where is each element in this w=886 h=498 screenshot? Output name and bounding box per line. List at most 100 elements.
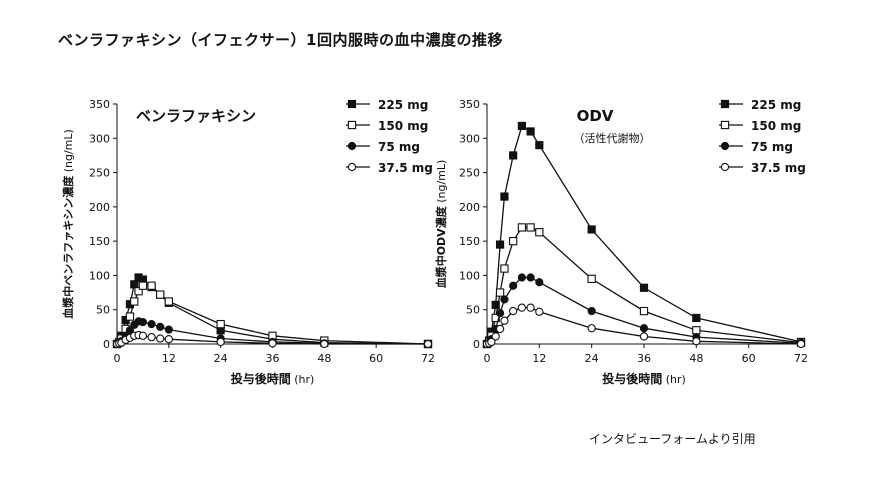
right-chart-title: ODV (577, 107, 614, 125)
left-data-point-1 (147, 281, 156, 290)
right-data-point-1 (535, 228, 544, 237)
right-data-point-0 (587, 225, 596, 234)
right-y-tick-label: 50 (466, 304, 480, 317)
left-x-axis-label-unit: (hr) (291, 373, 315, 386)
right-x-axis-label: 投与後時間 (hr) (602, 371, 686, 386)
left-x-tick-label: 48 (317, 352, 331, 365)
left-y-tick-label: 100 (89, 269, 110, 282)
right-y-axis-label-main: 血漿中ODV濃度 (434, 205, 448, 288)
right-data-point-3 (796, 339, 806, 349)
right-y-tick-label: 350 (459, 98, 480, 111)
right-data-point-3 (587, 324, 596, 333)
right-chart-subtitle: （活性代謝物） (574, 131, 651, 145)
right-data-point-2 (495, 309, 505, 318)
right-y-tick-label: 0 (473, 338, 480, 351)
left-x-tick-label: 24 (214, 352, 228, 365)
right-data-point-3 (526, 303, 535, 312)
right-data-point-1 (639, 306, 649, 316)
right-data-point-0 (491, 300, 500, 310)
left-y-tick-label: 350 (89, 98, 110, 111)
right-x-tick-label: 60 (742, 352, 756, 365)
left-data-point-1 (125, 312, 135, 321)
left-data-point-2 (147, 320, 156, 329)
right-x-tick-label: 12 (532, 352, 546, 365)
left-y-tick-label: 50 (96, 304, 110, 317)
right-y-tick-label: 200 (459, 201, 480, 214)
right-y-tick-label: 250 (459, 167, 480, 180)
right-x-axis-label-main: 投与後時間 (602, 371, 662, 386)
left-data-point-3 (320, 339, 329, 349)
left-data-point-3 (164, 335, 173, 344)
right-legend-label-3: 37.5 mg (751, 161, 806, 175)
left-y-axis-label-main: 血漿中ベンラファキシン濃度 (61, 175, 75, 319)
left-data-point-1 (156, 290, 165, 299)
right-data-point-1 (692, 326, 701, 335)
left-chart-title: ベンラファキシン (136, 107, 256, 125)
right-data-point-1 (526, 223, 535, 232)
right-data-point-3 (495, 324, 505, 334)
source-credit: インタビューフォームより引用 (589, 432, 756, 446)
right-y-axis-label: 血漿中ODV濃度 (ng/mL) (434, 160, 448, 289)
right-data-point-0 (495, 240, 505, 249)
left-y-axis-label-unit: (ng/mL) (62, 129, 75, 176)
right-data-point-1 (517, 223, 527, 232)
left-y-tick-label: 0 (103, 338, 110, 351)
left-y-tick-label: 250 (89, 167, 110, 180)
right-data-point-2 (509, 281, 518, 290)
right-data-point-3 (487, 337, 496, 347)
right-x-tick-label: 24 (585, 352, 599, 365)
right-data-point-3 (535, 307, 544, 316)
right-legend-marker-1 (720, 120, 730, 130)
left-x-tick-label: 60 (369, 352, 383, 365)
right-data-point-2 (639, 324, 649, 333)
left-data-point-3 (423, 339, 433, 349)
right-data-point-3 (517, 303, 527, 312)
right-data-point-0 (526, 127, 535, 136)
page-title: ベンラファキシン（イフェクサー）1回内服時の血中濃度の推移 (58, 31, 503, 49)
right-legend-marker-2 (720, 141, 730, 151)
left-legend-label-0: 225 mg (378, 98, 428, 112)
right-x-tick-label: 72 (794, 352, 808, 365)
right-data-point-3 (509, 306, 518, 316)
right-data-point-1 (509, 236, 518, 246)
left-y-tick-label: 200 (89, 201, 110, 214)
left-legend-marker-0 (347, 99, 357, 109)
left-data-point-3 (138, 331, 148, 340)
left-legend-label-2: 75 mg (378, 140, 420, 154)
left-data-point-3 (268, 339, 277, 348)
right-x-tick-label: 0 (484, 352, 491, 365)
left-data-point-3 (156, 334, 165, 343)
right-data-point-3 (639, 332, 649, 341)
right-legend-marker-3 (720, 162, 730, 172)
left-legend-marker-3 (347, 162, 357, 172)
left-x-tick-label: 12 (162, 352, 176, 365)
left-legend-label-3: 37.5 mg (378, 161, 433, 175)
left-y-tick-label: 300 (89, 132, 110, 145)
right-x-tick-label: 48 (689, 352, 703, 365)
right-data-point-2 (526, 273, 535, 282)
left-data-point-1 (216, 319, 225, 329)
right-y-tick-label: 300 (459, 132, 480, 145)
right-data-point-1 (500, 264, 509, 273)
right-data-point-1 (587, 274, 596, 284)
right-data-point-0 (535, 141, 544, 150)
right-data-point-2 (517, 273, 526, 282)
left-data-point-2 (164, 325, 173, 334)
right-x-tick-label: 36 (637, 352, 651, 365)
right-data-point-3 (500, 316, 509, 325)
right-legend-label-0: 225 mg (751, 98, 801, 112)
left-x-tick-label: 36 (266, 352, 280, 365)
left-data-point-1 (138, 281, 148, 290)
left-data-point-1 (164, 297, 173, 306)
right-data-point-1 (495, 288, 505, 297)
left-x-tick-label: 72 (421, 352, 435, 365)
right-legend-marker-0 (720, 99, 730, 109)
left-y-tick-label: 150 (89, 235, 110, 248)
left-x-tick-label: 0 (114, 352, 121, 365)
right-data-point-2 (587, 306, 596, 316)
left-x-axis-label: 投与後時間 (hr) (231, 371, 315, 386)
right-y-axis-label-unit: (ng/mL) (435, 160, 448, 207)
left-x-axis-label-main: 投与後時間 (231, 371, 291, 386)
right-legend-label-2: 75 mg (751, 140, 793, 154)
